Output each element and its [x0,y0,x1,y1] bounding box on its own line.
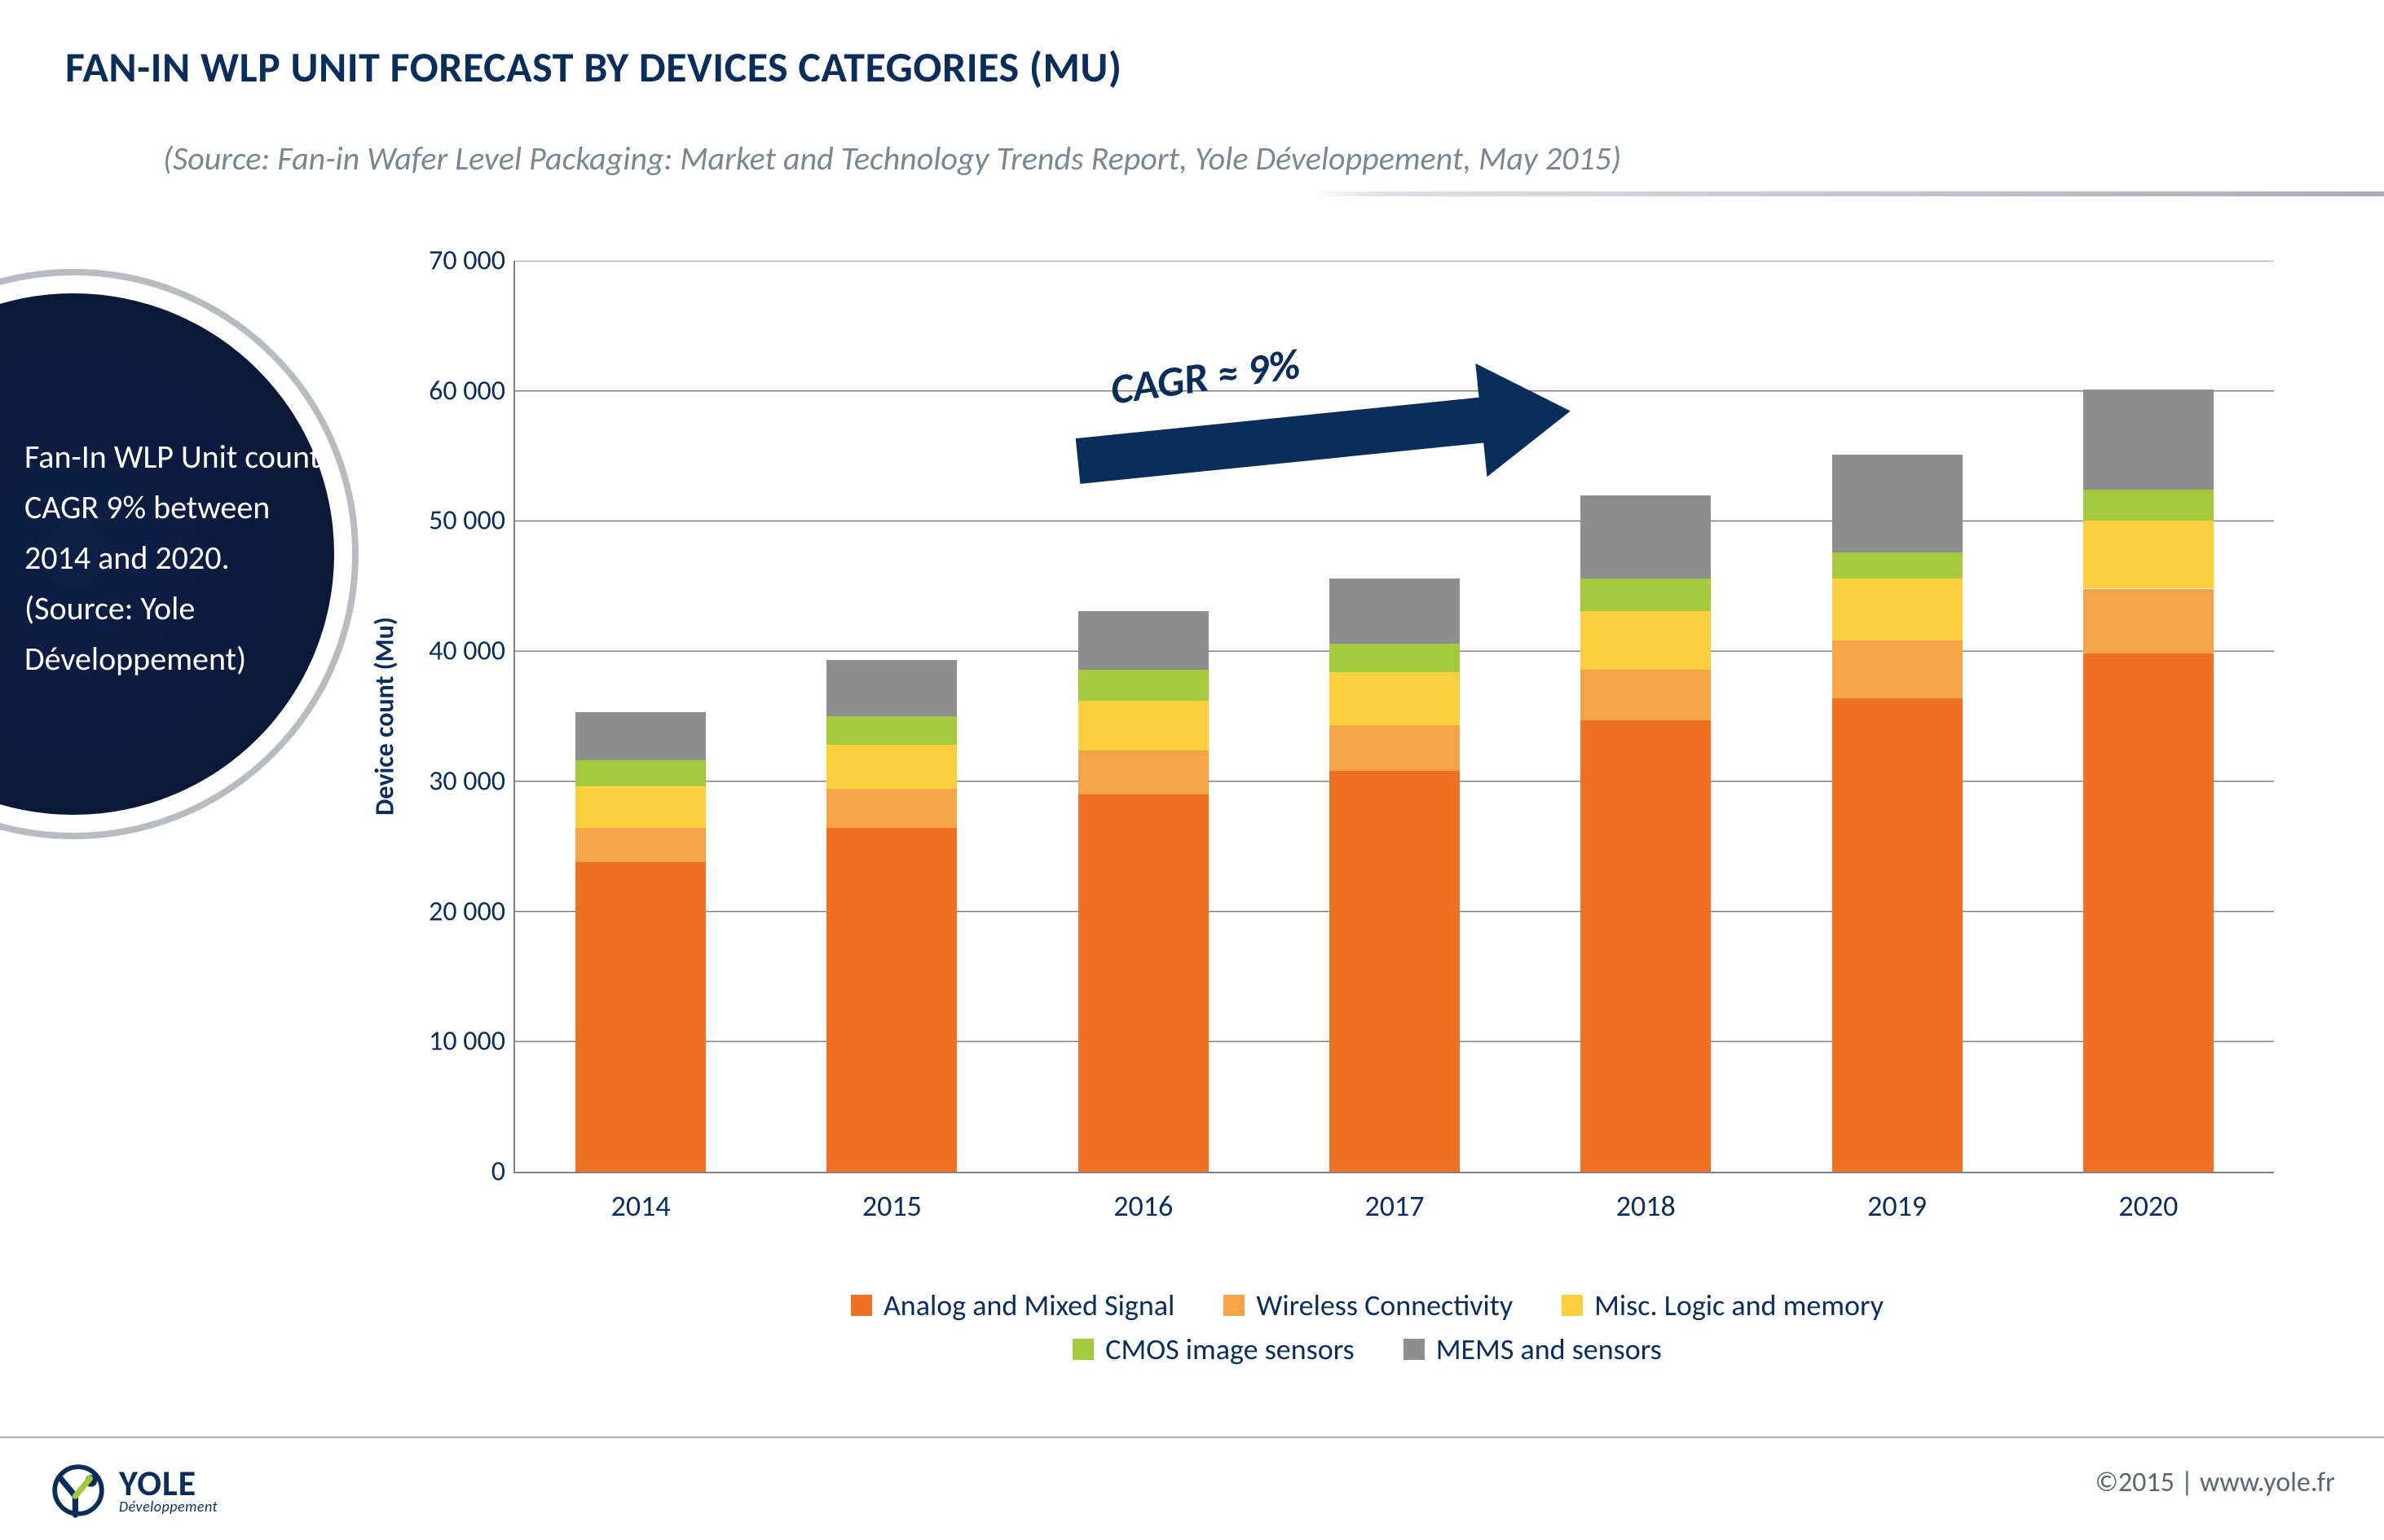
bar-segment [1832,455,1963,552]
legend-label: Analog and Mixed Signal [884,1287,1174,1323]
y-tick-label: 40 000 [429,635,505,668]
bar-segment [1329,672,1460,725]
bar-segment [1580,720,1711,1172]
bar-segment [1832,552,1963,579]
y-tick-label: 30 000 [429,764,505,798]
legend-item: CMOS image sensors [1073,1331,1354,1367]
bar-segment [826,660,957,716]
y-tick-label: 60 000 [429,374,505,407]
bar-segment [1078,670,1209,701]
bar-segment [826,828,957,1172]
bar-segment [2083,389,2214,490]
x-tick-label: 2014 [611,1188,671,1224]
legend-row: Analog and Mixed Signal Wireless Connecti… [851,1287,1884,1323]
bar-segment [1832,698,1963,1172]
chart-legend: Analog and Mixed Signal Wireless Connecti… [399,1287,2335,1367]
bar-segment [2083,521,2214,588]
bar-segment [575,760,706,786]
bar-segment [1580,579,1711,611]
header-divider [0,191,2384,196]
y-tick-label: 10 000 [429,1025,505,1058]
footer-copyright: ©2015 | www.yole.fr [2095,1466,2335,1499]
page-title: FAN-IN WLP UNIT FORECAST BY DEVICES CATE… [65,41,1122,93]
forecast-chart: Device count (Mu) 010 00020 00030 00040 … [399,253,2290,1271]
y-tick-label: 50 000 [429,504,505,538]
bar-segment [1329,725,1460,771]
bar-segment [1580,670,1711,720]
footer-divider [0,1437,2384,1438]
callout-circle: Fan-In WLP Unit count CAGR 9% between 20… [0,269,359,839]
brand-name: YOLE [119,1465,218,1501]
bar-segment [1078,794,1209,1172]
bar-segment [575,828,706,862]
legend-item: Wireless Connectivity [1223,1287,1513,1323]
bar-segment [2083,589,2214,654]
legend-label: Misc. Logic and memory [1594,1287,1884,1323]
x-tick-label: 2017 [1365,1188,1425,1224]
bar-segment [826,789,957,828]
bar-segment [2083,490,2214,521]
y-tick-label: 0 [491,1155,505,1189]
bar-segment [1832,579,1963,641]
bar-segment [1078,611,1209,670]
bar-segment [826,745,957,789]
y-axis-label: Device count (Mu) [369,617,401,816]
footer-logo: YOLE Développement [49,1461,218,1520]
yole-icon [49,1461,108,1520]
legend-label: CMOS image sensors [1105,1331,1354,1367]
legend-label: MEMS and sensors [1436,1331,1662,1367]
bar-segment [575,862,706,1172]
brand-sub: Développement [119,1498,218,1516]
legend-label: Wireless Connectivity [1256,1287,1513,1323]
legend-item: MEMS and sensors [1404,1331,1662,1367]
x-tick-label: 2018 [1616,1188,1676,1224]
y-tick-label: 20 000 [429,895,505,928]
bar-segment [2083,653,2214,1172]
x-tick-label: 2015 [862,1188,922,1224]
bar-segment [1329,771,1460,1172]
legend-swatch [1073,1339,1094,1360]
legend-swatch [1223,1295,1245,1316]
legend-item: Analog and Mixed Signal [851,1287,1174,1323]
x-tick-label: 2019 [1867,1188,1927,1224]
x-tick-label: 2016 [1113,1188,1173,1224]
bar-segment [1078,701,1209,750]
callout-text: Fan-In WLP Unit count CAGR 9% between 20… [24,432,326,684]
bar-segment [1832,640,1963,697]
bar-segment [1078,750,1209,794]
x-tick-label: 2020 [2118,1188,2178,1224]
bar-segment [826,716,957,745]
bar-segment [1580,611,1711,670]
legend-swatch [851,1295,872,1316]
bar-segment [575,712,706,760]
source-caption: (Source: Fan-in Wafer Level Packaging: M… [163,139,1621,178]
bar-segment [575,786,706,828]
bar-segment [1329,644,1460,672]
bar-segment [1580,495,1711,579]
bar-segment [1329,579,1460,644]
legend-item: Misc. Logic and memory [1562,1287,1884,1323]
legend-row: CMOS image sensors MEMS and sensors [1073,1331,1661,1367]
y-tick-label: 70 000 [429,244,505,278]
legend-swatch [1404,1339,1425,1360]
legend-swatch [1562,1295,1583,1316]
